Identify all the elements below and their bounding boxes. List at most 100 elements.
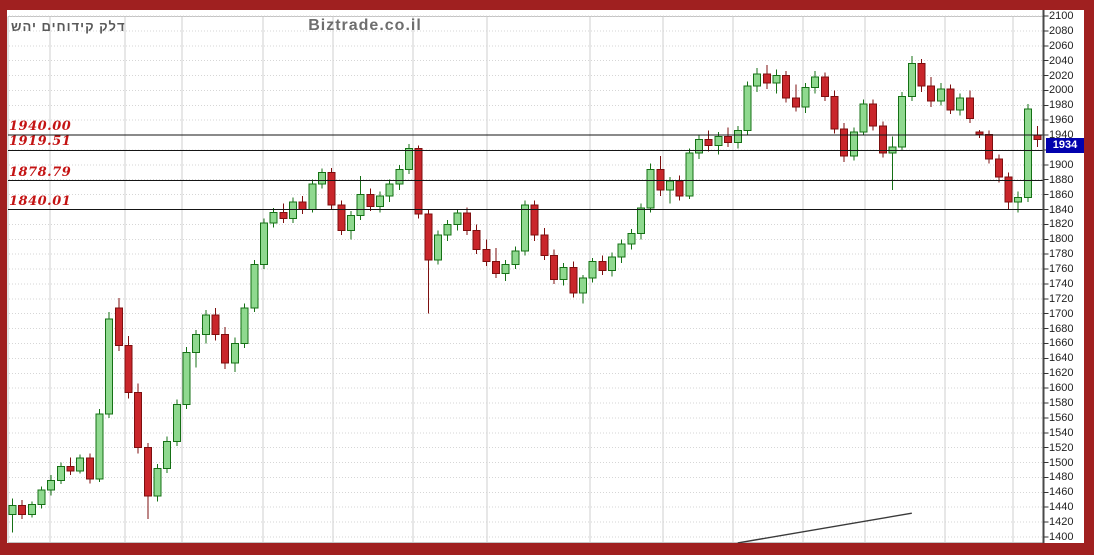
candlestick-up [269, 211, 278, 224]
candlestick-up [685, 152, 694, 197]
price-tick-label: 1640 [1049, 352, 1074, 365]
candlestick-up [201, 314, 210, 336]
candlestick-up [240, 307, 249, 344]
candlestick-down [762, 73, 771, 84]
price-tick-label: 1520 [1049, 441, 1074, 454]
candlestick-up [182, 351, 191, 406]
candlestick-up [579, 277, 588, 294]
candlestick-up [898, 95, 907, 148]
candlestick-up [385, 183, 394, 197]
candlestick-down [366, 194, 375, 208]
price-tick-label: 2060 [1049, 39, 1074, 52]
candlestick-up [404, 147, 413, 170]
last-price-badge: 1934 [1046, 138, 1084, 153]
candlestick-up [617, 243, 626, 258]
candlestick-down [143, 447, 152, 497]
price-tick-label: 1480 [1049, 471, 1074, 484]
candlestick-up [956, 97, 965, 111]
price-tick-label: 1420 [1049, 516, 1074, 529]
candlestick-up [308, 183, 317, 211]
candlestick-up [172, 404, 181, 443]
candlestick-down [791, 97, 800, 108]
candlestick-up [346, 214, 355, 231]
candlestick-down [279, 211, 288, 219]
candlestick-down [18, 505, 27, 516]
candlestick-down [994, 158, 1003, 178]
candlestick-up [733, 130, 742, 144]
candlestick-down [482, 249, 491, 263]
candlestick-up [646, 168, 655, 209]
price-axis [1042, 10, 1049, 543]
candlestick-down [134, 392, 143, 449]
candlestick-down [472, 229, 481, 251]
price-tick-label: 2040 [1049, 54, 1074, 67]
price-tick-label: 1440 [1049, 501, 1074, 514]
candlestick-down [85, 457, 94, 480]
level-lines [8, 134, 1044, 211]
candlestick-up [375, 195, 384, 208]
candlestick-up [1023, 108, 1032, 199]
candlestick-up [608, 256, 617, 272]
level-line-label: 1878.79 [9, 164, 72, 180]
candlestick-up [453, 212, 462, 225]
candlestick-up [637, 207, 646, 234]
candlestick-down [569, 267, 578, 294]
price-tick-label: 1560 [1049, 411, 1074, 424]
candlestick-up [163, 441, 172, 470]
level-line-label: 1840.01 [9, 193, 72, 209]
candlestick-up [811, 76, 820, 88]
candlestick-up [753, 73, 762, 87]
candlestick-up [27, 503, 36, 516]
price-tick-label: 1820 [1049, 218, 1074, 231]
trendline[interactable] [737, 512, 912, 543]
price-tick-label: 1780 [1049, 248, 1074, 261]
candlestick-up [47, 479, 56, 491]
candlestick-up [153, 468, 162, 497]
candlestick-up [859, 103, 868, 133]
candlestick-down [917, 63, 926, 87]
candlestick-down [820, 76, 829, 97]
candlestick-up [1014, 197, 1023, 203]
candlestick-up [230, 342, 239, 364]
price-tick-label: 1720 [1049, 292, 1074, 305]
candlestick-down [114, 307, 123, 347]
candlestick-up [192, 334, 201, 353]
candlestick-up [521, 204, 530, 252]
candlestick-up [849, 131, 858, 157]
candlestick-up [288, 201, 297, 219]
candlestick-up [501, 264, 510, 275]
instrument-title: דלק קידוחים יהש [11, 19, 126, 34]
candlestick-up [714, 136, 723, 147]
chart-canvas[interactable]: דלק קידוחים יהש Biztrade.co.il 1940.00 19… [7, 10, 1084, 543]
candlestick-down [675, 180, 684, 197]
candlestick-down [298, 201, 307, 211]
price-tick-label: 2080 [1049, 24, 1074, 37]
price-tick-label: 1580 [1049, 397, 1074, 410]
price-tick-label: 1700 [1049, 307, 1074, 320]
candlestick-down [927, 85, 936, 102]
candlestick-down [975, 131, 984, 135]
candlestick-up [76, 457, 85, 472]
candlestick-up [433, 234, 442, 261]
candlestick-up [37, 489, 46, 505]
price-tick-label: 1860 [1049, 188, 1074, 201]
price-tick-label: 1980 [1049, 99, 1074, 112]
candlestick-up [627, 232, 636, 245]
candlestick-up [95, 413, 104, 480]
candles [8, 56, 1042, 533]
candlestick-up [8, 505, 17, 516]
candlestick-down [414, 147, 423, 215]
candlestick-up [559, 267, 568, 280]
price-tick-label: 1740 [1049, 277, 1074, 290]
price-tick-label: 1800 [1049, 233, 1074, 246]
candlestick-down [724, 136, 733, 144]
candlestick-up [443, 223, 452, 236]
candlestick-down [492, 261, 500, 275]
candlestick-down [424, 213, 433, 261]
price-tick-label: 1400 [1049, 531, 1074, 543]
candlestick-up [801, 86, 810, 108]
price-tick-label: 1760 [1049, 263, 1074, 276]
candlestick-down [327, 171, 336, 206]
candlestick-up [907, 63, 916, 97]
